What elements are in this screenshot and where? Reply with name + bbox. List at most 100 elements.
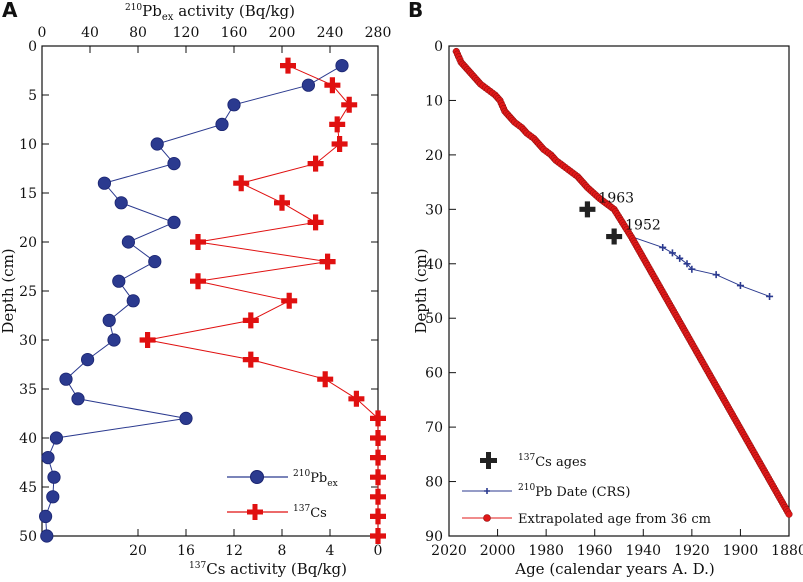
panel-b-x-tick-label: 1900	[723, 543, 759, 559]
pbex-point	[49, 431, 64, 445]
legend-extrap-label: Extrapolated age from 36 cm	[518, 512, 711, 527]
pbex-point	[97, 176, 112, 190]
panel-a-y-tick-label: 40	[19, 431, 37, 447]
legend-crs-marker	[484, 488, 490, 494]
cs-point	[280, 57, 296, 74]
crs-point	[659, 243, 667, 251]
panel-a-bottom-tick-label: 0	[374, 543, 383, 559]
cs-point	[370, 430, 386, 446]
cs-age-label: 1952	[625, 218, 661, 234]
panel-a-top-tick-label: 120	[173, 25, 200, 41]
cs-point	[341, 96, 358, 113]
legend-pbex-label: 210Pbex	[293, 469, 338, 489]
panel-a-y-tick-label: 45	[19, 480, 37, 496]
panel-b-y-tick-label: 30	[425, 202, 443, 218]
panel-b-x-tick-label: 2020	[431, 543, 467, 559]
pbex-point	[47, 470, 61, 484]
cs-point	[370, 488, 386, 505]
panel-a-plot-frame	[41, 45, 379, 537]
panel-a-series-line-0	[45, 65, 343, 537]
panel-a-bottom-tick-label: 12	[225, 543, 243, 559]
cs-point	[139, 332, 156, 348]
cs-point	[324, 77, 341, 94]
panel-b: B Age (calendar years A. D.) Depth (cm) …	[408, 0, 803, 578]
panel-a-bottom-axis-title: 137Cs activity (Bq/kg)	[189, 560, 347, 578]
panel-a-top-tick-label: 200	[269, 25, 296, 41]
panel-a-bottom-tick-label: 16	[177, 543, 195, 559]
panel-b-x-tick-label: 1960	[577, 543, 613, 559]
pbex-point	[81, 352, 95, 367]
legend-pbex-marker	[250, 470, 264, 484]
pbex-point	[215, 117, 229, 132]
pbex-point	[121, 235, 135, 249]
legend-extrap-marker	[483, 514, 491, 522]
panel-a-letter: A	[2, 0, 18, 22]
cs-point	[319, 253, 336, 270]
cs-point	[233, 175, 250, 192]
pbex-point	[148, 255, 162, 269]
panel-b-y-tick-label: 40	[425, 257, 443, 273]
pbex-point	[335, 58, 349, 73]
panel-b-x-tick-label: 1940	[625, 543, 661, 559]
panel-b-y-tick-label: 90	[425, 529, 443, 545]
panel-b-x-tick-label: 1880	[771, 543, 803, 559]
pbex-point	[107, 333, 121, 347]
cs-point	[242, 351, 259, 368]
panel-a-y-tick-label: 30	[19, 333, 37, 349]
extrap-point	[785, 510, 793, 518]
panel-b-y-tick-label: 50	[425, 311, 443, 327]
crs-line	[455, 51, 770, 297]
panel-a-top-tick-label: 160	[221, 25, 248, 41]
legend-cs-marker	[247, 504, 263, 520]
panel-a: A 210Pbex activity (Bq/kg) 137Cs activit…	[0, 0, 391, 578]
cs-age-label: 1963	[598, 190, 634, 206]
pbex-point	[102, 313, 116, 327]
crs-point	[736, 282, 744, 290]
pbex-point	[179, 411, 193, 425]
panel-a-bottom-tick-label: 8	[278, 543, 287, 559]
panel-a-top-tick-label: 0	[38, 25, 47, 41]
pbex-point	[301, 78, 315, 92]
cs-point	[274, 194, 290, 211]
panel-a-series	[38, 57, 386, 545]
cs-point	[190, 273, 206, 290]
panel-a-bottom-tick-label: 4	[326, 543, 335, 559]
panel-a-y-tick-label: 15	[19, 186, 37, 202]
panel-b-plot-frame	[448, 45, 790, 537]
crs-point	[668, 249, 676, 257]
pbex-point	[46, 490, 60, 504]
cs-point	[307, 155, 324, 172]
legend-crs-label: 210Pb Date (CRS)	[518, 483, 630, 500]
cs-point	[370, 528, 386, 545]
crs-point	[676, 254, 684, 262]
panel-b-series: 1963 1952	[452, 47, 793, 518]
cs-point	[331, 136, 348, 152]
cs-point	[370, 410, 386, 427]
panel-a-y-tick-label: 25	[19, 284, 37, 300]
pbex-point	[126, 294, 140, 308]
cs-point	[281, 292, 298, 309]
panel-b-y-tick-label: 0	[434, 39, 443, 55]
panel-a-top-tick-label: 240	[317, 25, 344, 41]
panel-b-y-tick-label: 60	[425, 366, 443, 382]
panel-a-y-axis-title: Depth (cm)	[0, 248, 17, 333]
panel-b-y-tick-label: 10	[425, 93, 443, 109]
pbex-point	[227, 98, 241, 112]
panel-a-top-axis-title: 210Pbex activity (Bq/kg)	[125, 2, 295, 23]
pbex-point	[41, 450, 55, 465]
panel-b-letter: B	[408, 0, 423, 22]
crs-point	[688, 265, 696, 273]
pbex-point	[114, 196, 128, 210]
pbex-point	[167, 157, 181, 171]
panel-b-y-tick-label: 70	[425, 420, 443, 436]
panel-b-x-axis-title: Age (calendar years A. D.)	[514, 560, 715, 578]
cs-point	[329, 116, 346, 133]
crs-point	[683, 260, 691, 268]
cs-point	[307, 214, 324, 231]
panel-a-legend: 210Pbex 137Cs	[227, 469, 338, 521]
pbex-point	[150, 137, 164, 151]
cs-point	[370, 508, 386, 525]
pbex-point	[167, 215, 181, 229]
